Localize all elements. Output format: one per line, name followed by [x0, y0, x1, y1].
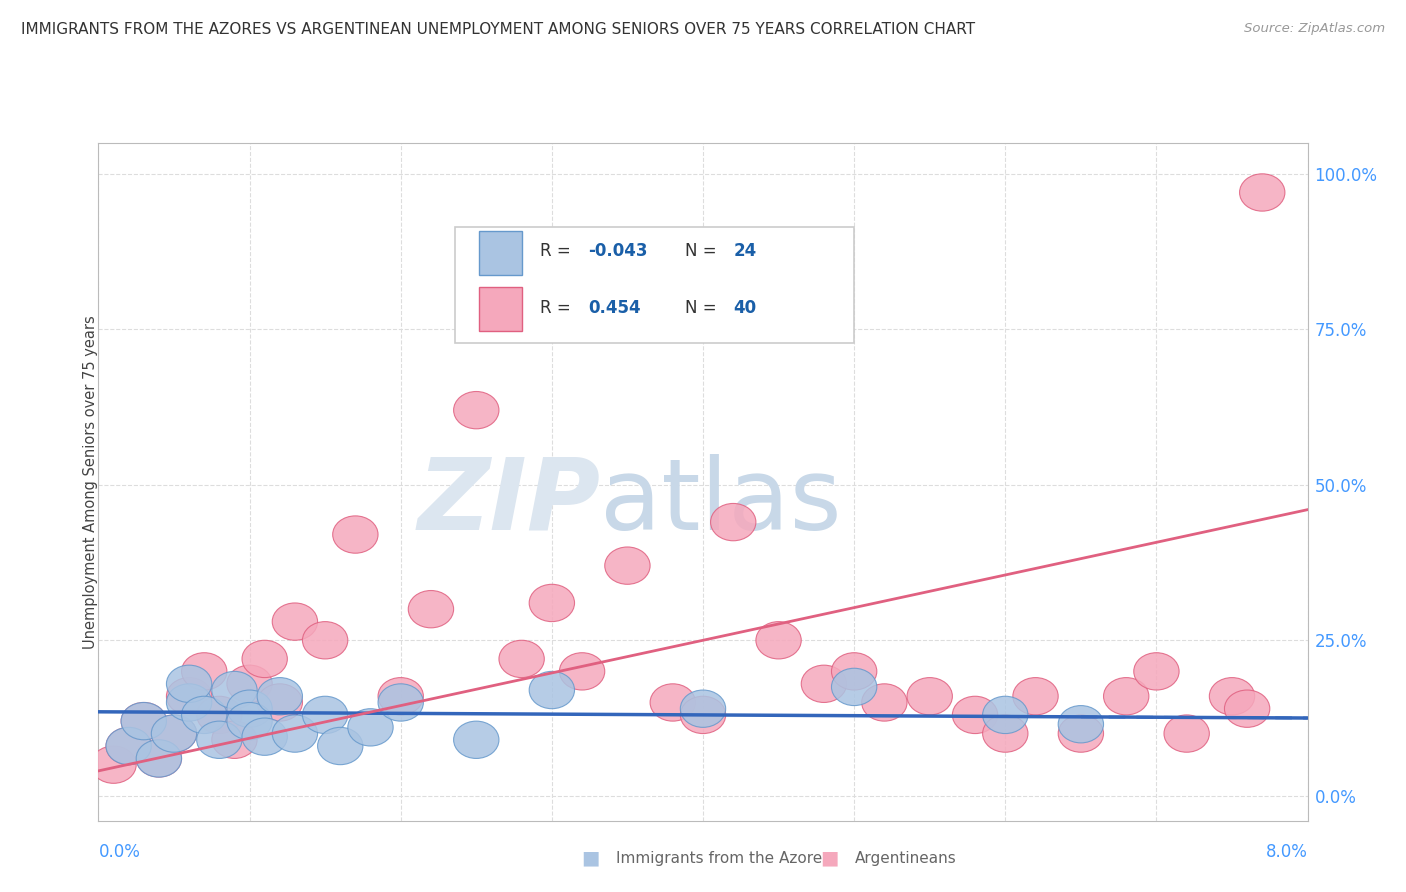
Ellipse shape	[1059, 706, 1104, 743]
Ellipse shape	[136, 739, 181, 777]
Ellipse shape	[226, 690, 273, 727]
Ellipse shape	[454, 392, 499, 429]
FancyBboxPatch shape	[456, 227, 855, 343]
Ellipse shape	[1133, 653, 1180, 690]
Ellipse shape	[242, 718, 287, 756]
Ellipse shape	[1240, 174, 1285, 211]
Ellipse shape	[1012, 678, 1059, 714]
Ellipse shape	[650, 684, 696, 721]
Ellipse shape	[152, 714, 197, 752]
Text: atlas: atlas	[600, 453, 842, 550]
Ellipse shape	[1104, 678, 1149, 714]
Ellipse shape	[1164, 714, 1209, 752]
Ellipse shape	[378, 684, 423, 721]
Ellipse shape	[681, 690, 725, 727]
Text: 8.0%: 8.0%	[1265, 843, 1308, 861]
Ellipse shape	[212, 672, 257, 708]
Ellipse shape	[197, 721, 242, 758]
Ellipse shape	[560, 653, 605, 690]
Ellipse shape	[605, 547, 650, 584]
Ellipse shape	[952, 697, 998, 733]
Ellipse shape	[1059, 714, 1104, 752]
Text: ■: ■	[581, 848, 600, 868]
Text: Immigrants from the Azores: Immigrants from the Azores	[616, 851, 830, 865]
Ellipse shape	[529, 584, 575, 622]
Ellipse shape	[273, 603, 318, 640]
FancyBboxPatch shape	[479, 287, 522, 331]
Text: R =: R =	[540, 299, 576, 318]
Ellipse shape	[226, 703, 273, 739]
Ellipse shape	[499, 640, 544, 678]
Ellipse shape	[529, 672, 575, 708]
Ellipse shape	[136, 739, 181, 777]
Text: Source: ZipAtlas.com: Source: ZipAtlas.com	[1244, 22, 1385, 36]
Ellipse shape	[1209, 678, 1254, 714]
Ellipse shape	[831, 668, 877, 706]
Text: R =: R =	[540, 243, 576, 260]
Ellipse shape	[105, 727, 152, 764]
Ellipse shape	[242, 640, 287, 678]
Text: 0.454: 0.454	[588, 299, 641, 318]
Ellipse shape	[801, 665, 846, 703]
Text: ■: ■	[820, 848, 839, 868]
Ellipse shape	[347, 708, 394, 746]
Text: ZIP: ZIP	[418, 453, 600, 550]
Text: 24: 24	[734, 243, 756, 260]
Y-axis label: Unemployment Among Seniors over 75 years: Unemployment Among Seniors over 75 years	[83, 315, 97, 648]
Text: N =: N =	[685, 299, 721, 318]
Text: 0.0%: 0.0%	[98, 843, 141, 861]
Ellipse shape	[257, 684, 302, 721]
Ellipse shape	[378, 678, 423, 714]
Ellipse shape	[983, 714, 1028, 752]
Text: -0.043: -0.043	[588, 243, 648, 260]
Ellipse shape	[166, 665, 212, 703]
Text: 40: 40	[734, 299, 756, 318]
Ellipse shape	[121, 703, 166, 739]
Ellipse shape	[862, 684, 907, 721]
Ellipse shape	[197, 697, 242, 733]
Ellipse shape	[166, 678, 212, 714]
Ellipse shape	[212, 721, 257, 758]
Ellipse shape	[121, 703, 166, 739]
Ellipse shape	[454, 721, 499, 758]
Ellipse shape	[226, 665, 273, 703]
Ellipse shape	[91, 746, 136, 783]
Ellipse shape	[983, 697, 1028, 733]
Ellipse shape	[105, 727, 152, 764]
Ellipse shape	[152, 714, 197, 752]
Text: N =: N =	[685, 243, 721, 260]
Ellipse shape	[302, 697, 347, 733]
Text: Argentineans: Argentineans	[855, 851, 956, 865]
Ellipse shape	[333, 516, 378, 553]
Ellipse shape	[181, 653, 226, 690]
Ellipse shape	[181, 697, 226, 733]
Ellipse shape	[710, 503, 756, 541]
Ellipse shape	[408, 591, 454, 628]
Ellipse shape	[318, 727, 363, 764]
Ellipse shape	[831, 653, 877, 690]
Ellipse shape	[257, 678, 302, 714]
Ellipse shape	[907, 678, 952, 714]
Ellipse shape	[756, 622, 801, 659]
Ellipse shape	[273, 714, 318, 752]
FancyBboxPatch shape	[479, 231, 522, 275]
Ellipse shape	[302, 622, 347, 659]
Ellipse shape	[166, 684, 212, 721]
Ellipse shape	[681, 697, 725, 733]
Ellipse shape	[1225, 690, 1270, 727]
Text: IMMIGRANTS FROM THE AZORES VS ARGENTINEAN UNEMPLOYMENT AMONG SENIORS OVER 75 YEA: IMMIGRANTS FROM THE AZORES VS ARGENTINEA…	[21, 22, 976, 37]
